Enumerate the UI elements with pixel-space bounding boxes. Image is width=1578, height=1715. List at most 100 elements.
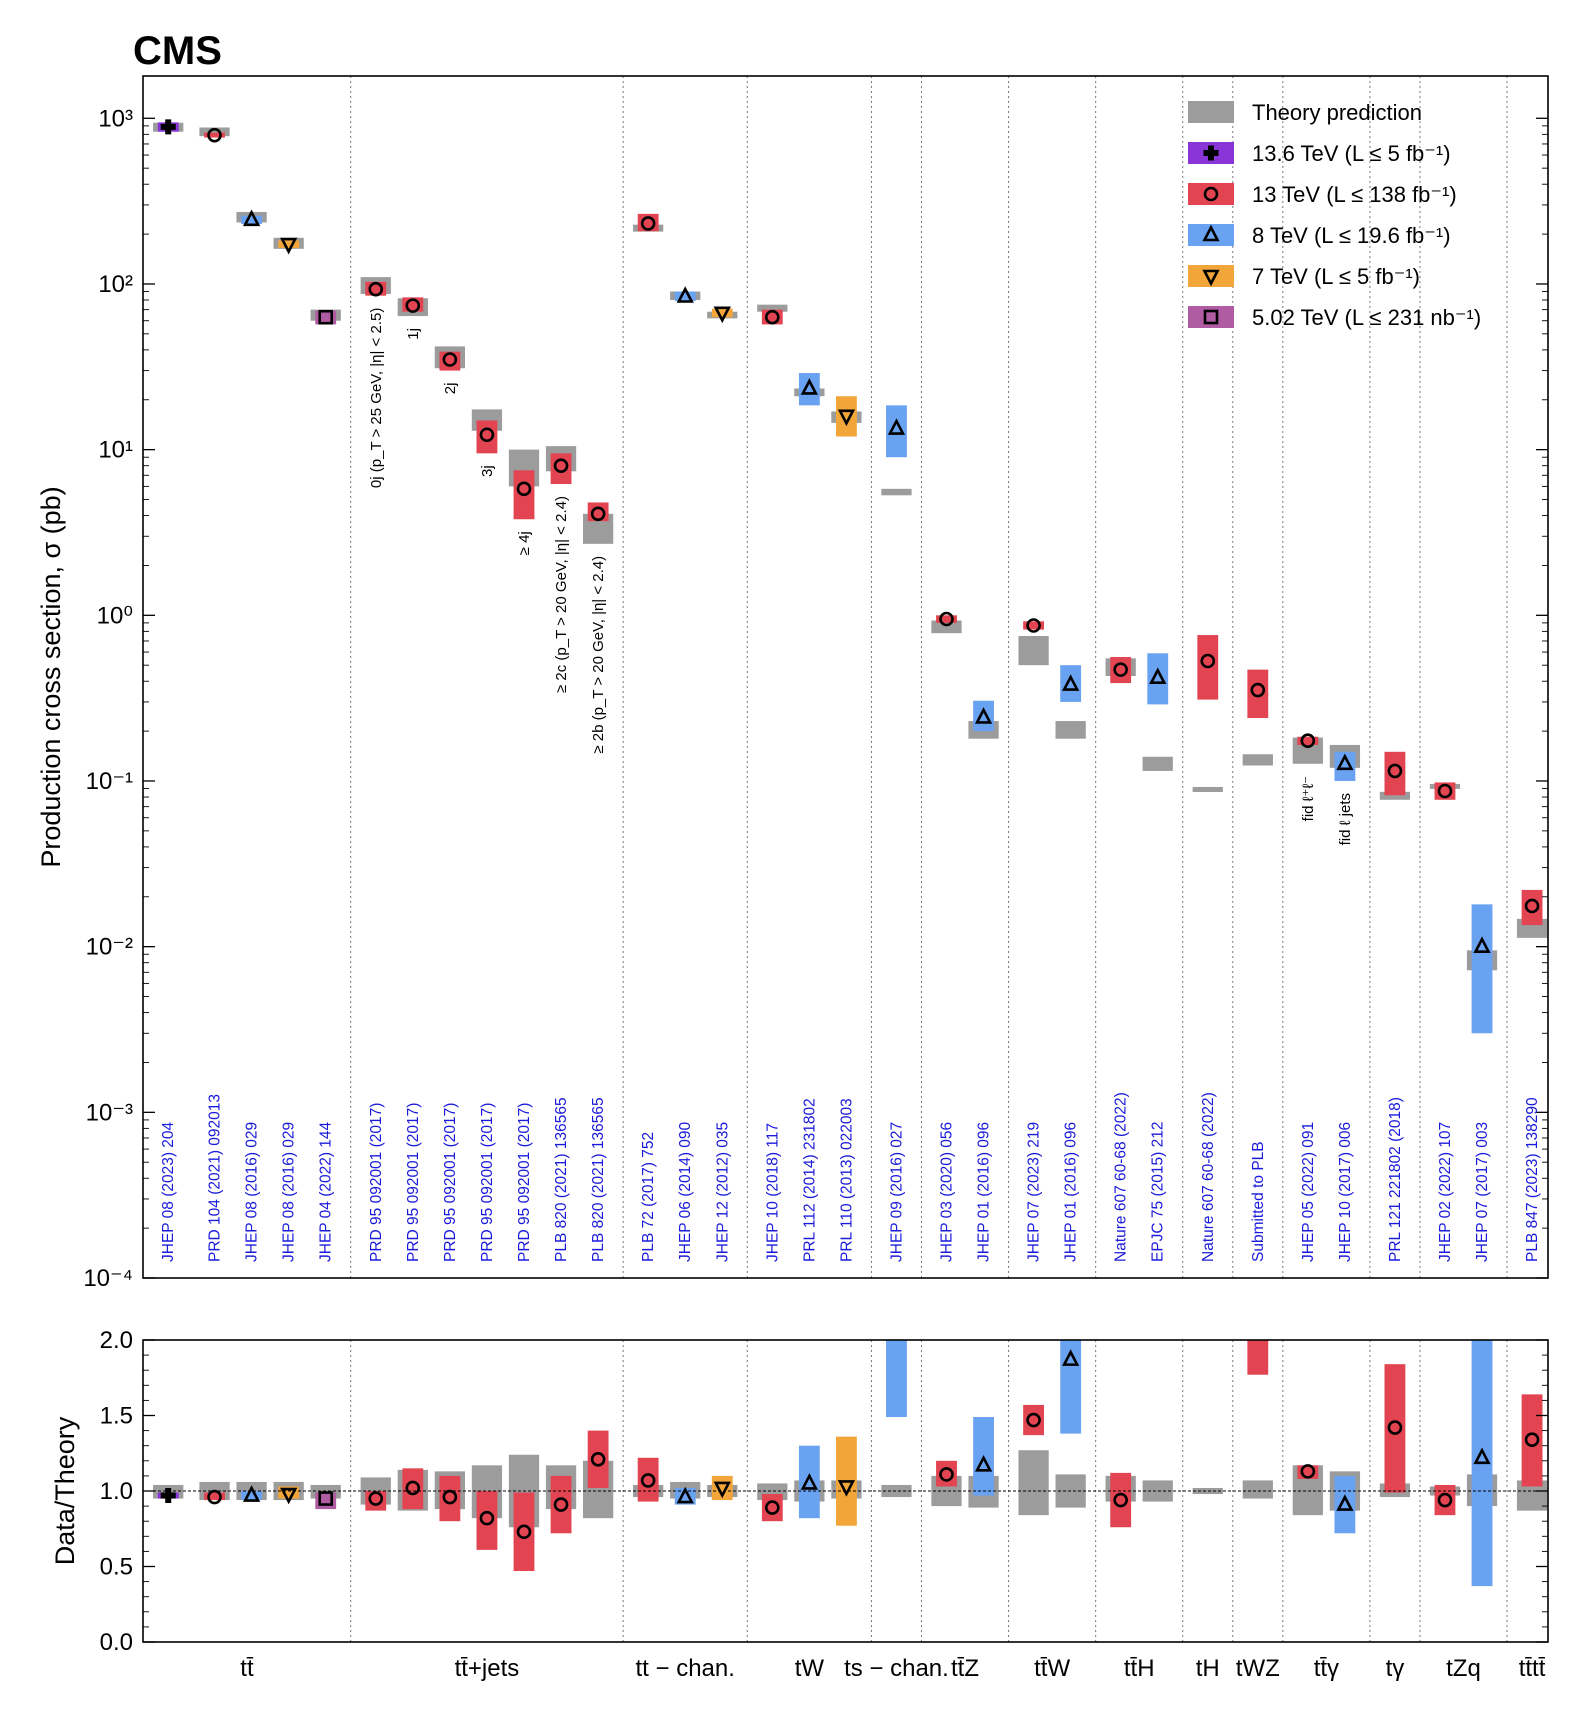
- theory-band: [881, 488, 912, 496]
- bin-annotation: ≥ 2c (p_T > 20 GeV, |η| < 2.4): [553, 496, 570, 693]
- marker-circle: [516, 481, 532, 497]
- marker-circle: [1437, 1492, 1453, 1508]
- ratio-measurement-band: [1023, 1404, 1045, 1436]
- marker-circle: [553, 1497, 569, 1512]
- marker-circle: [1387, 763, 1403, 779]
- legend-swatch: [1188, 265, 1234, 287]
- legend-entry: 8 TeV (L ≤ 19.6 fb⁻¹): [1188, 223, 1451, 248]
- marker-circle: [368, 281, 384, 297]
- legend-swatch: [1188, 306, 1234, 328]
- bin-annotation: 1j: [405, 328, 422, 340]
- marker-circle: [1300, 733, 1316, 749]
- ratio-y-tick-label: 2.0: [100, 1327, 133, 1354]
- ratio-measurement-band: [476, 1491, 498, 1550]
- marker-triangle-down: [837, 1480, 856, 1497]
- measurement-band: [1060, 665, 1082, 702]
- marker-circle: [1113, 662, 1128, 677]
- marker-circle: [479, 427, 495, 443]
- marker-circle: [1524, 1432, 1540, 1447]
- marker-square: [318, 309, 334, 325]
- theory-band: [1018, 636, 1049, 666]
- reference-label: JHEP 08 (2023) 204: [160, 1121, 177, 1262]
- reference-label: JHEP 10 (2017) 006: [1337, 1122, 1354, 1262]
- marker-circle: [640, 216, 656, 231]
- bin-annotation: ≥ 2b (p_T > 20 GeV, |η| < 2.4): [590, 556, 607, 754]
- marker-circle: [516, 1524, 532, 1540]
- legend-label: 13 TeV (L ≤ 138 fb⁻¹): [1252, 182, 1457, 207]
- ratio-theory-band: [1018, 1450, 1049, 1516]
- process-label: tt − chan.: [636, 1655, 735, 1682]
- legend: Theory prediction 13.6 TeV (L ≤ 5 fb⁻¹) 13…: [1188, 100, 1481, 330]
- measurement-band: [1334, 751, 1356, 781]
- reference-label: JHEP 01 (2016) 096: [1063, 1122, 1080, 1262]
- reference-label: JHEP 10 (2018) 117: [764, 1123, 781, 1262]
- process-label: tt̄W: [1034, 1655, 1070, 1682]
- reference-label: JHEP 01 (2016) 096: [976, 1122, 993, 1262]
- reference-label: PRD 95 092001 (2017): [479, 1103, 496, 1262]
- marker-circle: [1113, 1492, 1128, 1508]
- ratio-measurement-band: [1471, 1340, 1493, 1587]
- marker-triangle-down: [713, 306, 731, 324]
- theory-band: [1192, 786, 1223, 792]
- legend-swatch: [1188, 224, 1234, 246]
- marker-circle: [1524, 898, 1540, 914]
- legend-label: 7 TeV (L ≤ 5 fb⁻¹): [1252, 264, 1420, 289]
- theory-band: [1055, 721, 1086, 739]
- measurement-band: [241, 215, 263, 225]
- marker-triangle-down: [280, 237, 298, 255]
- marker-circle: [553, 458, 569, 473]
- marker-circle: [590, 1451, 606, 1467]
- legend-entry: 7 TeV (L ≤ 5 fb⁻¹): [1188, 264, 1420, 289]
- marker-circle: [939, 1467, 954, 1482]
- measurement-band: [587, 502, 609, 522]
- legend-entry: 13 TeV (L ≤ 138 fb⁻¹): [1188, 182, 1457, 207]
- main-panel: 10⁻⁴ 10⁻³ 10⁻² 10⁻¹ 10⁰ 10¹ 10² 10³ Production c…: [36, 75, 1549, 1292]
- measurement-band: [973, 700, 994, 732]
- marker-circle: [405, 298, 421, 313]
- ratio-measurement-band: [587, 1430, 609, 1488]
- reference-label: Nature 607 60-68 (2022): [1200, 1092, 1217, 1262]
- ratio-y-tick-label: 0.5: [100, 1554, 133, 1581]
- ratio-theory-band: [1242, 1480, 1273, 1499]
- ratio-measurement-band: [365, 1491, 387, 1511]
- marker-plus: [1203, 145, 1219, 161]
- ratio-y-tick-label: 1.0: [100, 1478, 133, 1505]
- y-axis-label: Production cross section, σ (pb): [36, 486, 66, 867]
- marker-triangle-up: [887, 418, 906, 435]
- marker-triangle-up: [974, 1455, 993, 1472]
- ratio-measurement-band: [439, 1475, 461, 1522]
- measurement-band: [204, 132, 225, 138]
- theory-band: [1379, 791, 1411, 800]
- marker-circle: [1203, 186, 1219, 202]
- marker-triangle-up: [1202, 224, 1220, 242]
- marker-triangle-up: [1062, 1349, 1080, 1366]
- ratio-panel: 0.0 0.5 1.0 1.5 2.0 Data/Theory tt̄ tt̄+jets tt …: [50, 1327, 1549, 1682]
- marker-triangle-up: [242, 209, 261, 227]
- reference-label: PRD 104 (2021) 092013: [207, 1094, 224, 1262]
- marker-circle: [442, 352, 458, 367]
- marker-triangle-down: [1202, 269, 1220, 287]
- reference-label: PRL 110 (2013) 022003: [838, 1098, 855, 1262]
- process-label: tt̄: [240, 1655, 254, 1682]
- reference-label: PLB 820 (2021) 136565: [553, 1097, 570, 1262]
- ratio-measurement-band: [241, 1491, 263, 1501]
- reference-label: PRL 112 (2014) 231802: [801, 1098, 818, 1262]
- measurement-band: [1023, 621, 1045, 630]
- ratio-measurement-band: [1110, 1472, 1132, 1528]
- reference-label: PRD 95 092001 (2017): [516, 1103, 533, 1262]
- ratio-measurement-band: [637, 1457, 659, 1502]
- ratio-measurement-band: [886, 1340, 907, 1418]
- measurement-band: [836, 396, 857, 437]
- y-tick-label: 10⁻⁴: [83, 1265, 133, 1292]
- marker-circle: [1250, 682, 1266, 698]
- marker-triangle-up: [242, 1485, 261, 1502]
- marker-circle: [765, 1500, 780, 1515]
- process-label: tt̄Z: [951, 1655, 979, 1682]
- ratio-data-layer: [153, 1340, 1548, 1587]
- marker-circle: [765, 309, 780, 325]
- ratio-theory-band: [881, 1484, 912, 1498]
- marker-triangle-up: [1062, 674, 1080, 691]
- y-tick-label: 10⁻³: [86, 1099, 133, 1126]
- measurement-band: [798, 373, 820, 406]
